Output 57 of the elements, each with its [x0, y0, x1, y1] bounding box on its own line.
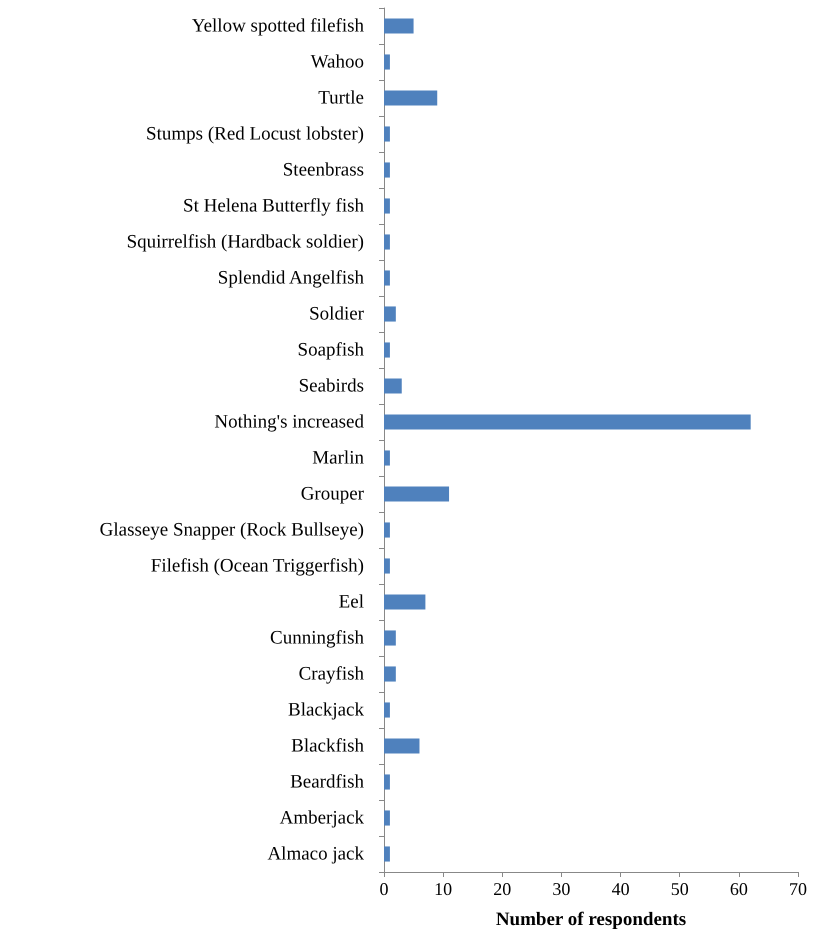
- y-tick-label: Stumps (Red Locust lobster): [146, 124, 364, 144]
- bar: [384, 378, 402, 394]
- bar: [384, 846, 390, 862]
- bar: [384, 342, 390, 358]
- bar: [384, 666, 396, 682]
- y-tick-label: Squirrelfish (Hardback soldier): [126, 232, 364, 252]
- bar: [384, 702, 390, 718]
- bar: [384, 198, 390, 214]
- y-tick-label: Amberjack: [280, 808, 364, 828]
- y-tick-label: Blackjack: [288, 700, 364, 720]
- x-tick-label: 50: [670, 879, 689, 899]
- bar: [384, 306, 396, 322]
- y-tick-label: Grouper: [300, 484, 365, 504]
- y-tick-label: St Helena Butterfly fish: [183, 196, 364, 216]
- bar: [384, 162, 390, 178]
- bar: [384, 414, 751, 430]
- bar: [384, 810, 390, 826]
- bar: [384, 774, 390, 790]
- y-tick-label: Nothing's increased: [214, 412, 364, 432]
- x-tick-label: 70: [789, 879, 807, 899]
- y-tick-label: Soapfish: [298, 340, 364, 360]
- x-tick-label: 10: [434, 879, 452, 899]
- bar: [384, 54, 390, 70]
- bar: [384, 738, 420, 754]
- x-tick-label: 30: [552, 879, 570, 899]
- bar: [384, 126, 390, 142]
- y-tick-label: Glasseye Snapper (Rock Bullseye): [100, 520, 364, 540]
- y-tick-label: Filefish (Ocean Triggerfish): [150, 556, 364, 576]
- y-tick-label: Almaco jack: [267, 844, 364, 864]
- bar: [384, 90, 438, 106]
- bar: [384, 18, 414, 34]
- bar: [384, 558, 390, 574]
- y-tick-label: Seabirds: [298, 376, 364, 396]
- bar: [384, 450, 390, 466]
- bar: [384, 486, 450, 502]
- x-axis-title: Number of respondents: [496, 909, 686, 930]
- bar: [384, 522, 390, 538]
- y-tick-label: Crayfish: [298, 664, 364, 684]
- x-tick-label: 60: [730, 879, 748, 899]
- x-tick-label: 0: [380, 879, 388, 899]
- y-tick-label: Marlin: [312, 448, 364, 468]
- x-tick-label: 20: [493, 879, 512, 899]
- y-tick-label: Soldier: [309, 304, 365, 324]
- y-tick-label: Beardfish: [290, 772, 364, 792]
- y-tick-label: Turtle: [318, 88, 364, 108]
- y-tick-label: Blackfish: [291, 736, 364, 756]
- bar: [384, 270, 390, 286]
- y-tick-label: Splendid Angelfish: [218, 268, 364, 288]
- y-tick-label: Steenbrass: [282, 160, 364, 180]
- y-tick-label: Eel: [338, 592, 364, 612]
- bar: [384, 630, 396, 646]
- y-tick-label: Wahoo: [310, 52, 364, 72]
- y-tick-label: Yellow spotted filefish: [192, 16, 364, 36]
- bar: [384, 234, 390, 250]
- bar: [384, 594, 426, 610]
- x-tick-label: 40: [612, 879, 630, 899]
- y-tick-label: Cunningfish: [270, 628, 364, 648]
